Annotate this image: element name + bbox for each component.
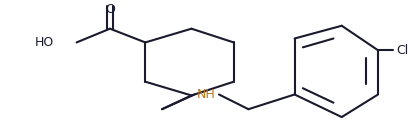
Text: O: O [105, 3, 115, 16]
Text: Cl: Cl [397, 44, 409, 57]
Text: HO: HO [35, 36, 54, 49]
Text: NH: NH [197, 88, 216, 101]
